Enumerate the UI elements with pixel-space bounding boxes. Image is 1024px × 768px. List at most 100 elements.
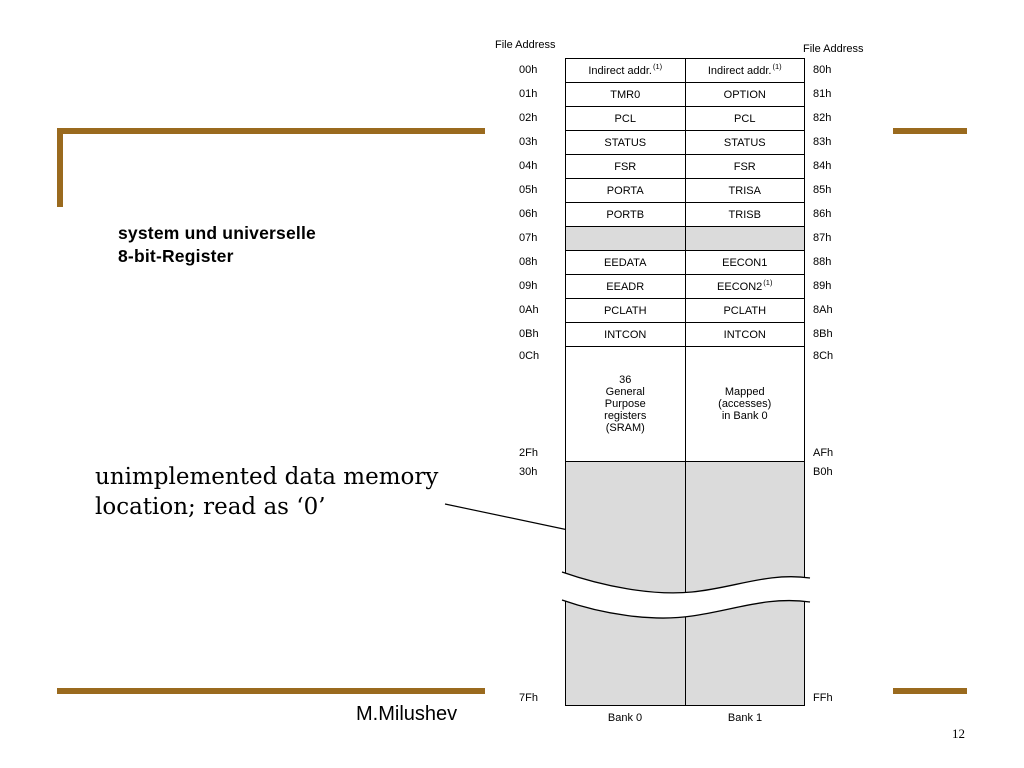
address-label: 81h [813,88,832,100]
continuation-break-wave [561,571,811,619]
register-name: PORTA [606,184,644,197]
decorative-bar-bottom-left [57,688,485,694]
address-label: 8Bh [813,328,833,340]
register-name: PCL [614,112,636,125]
register-name: PORTB [606,208,645,221]
address-label: 02h [519,112,538,124]
address-label: B0h [813,466,833,478]
bank0-cell: Indirect addr. (1) [566,59,686,82]
bank1-cell: STATUS [686,131,805,154]
gpr-text-line: registers [604,410,647,422]
bank0-cell: PORTA [566,179,686,202]
bank1-cell [686,227,805,250]
address-label: 00h [519,64,538,76]
register-row: PORTB TRISB [566,203,804,227]
register-name: EECON2 [717,280,763,293]
register-name: FSR [733,160,756,173]
address-label: 83h [813,136,832,148]
address-label: 30h [519,466,538,478]
address-label: 06h [519,208,538,220]
address-label: 0Ch [519,350,540,362]
address-label: 84h [813,160,832,172]
address-label: 2Fh [519,447,538,459]
gpr-row: 36 General Purpose registers (SRAM) Mapp… [566,347,804,462]
bank1-cell: PCL [686,107,805,130]
gpr-text-line: General [605,386,645,398]
bank0-cell [566,227,686,250]
register-name: TRISA [728,184,761,197]
file-address-label-left: File Address [495,39,556,51]
mapped-text-line: Mapped [724,386,765,398]
register-name: OPTION [723,88,766,101]
bank0-cell: INTCON [566,323,686,346]
address-label: 0Bh [519,328,539,340]
register-row-unimplemented [566,227,804,251]
footnote-superscript: (1) [652,61,663,71]
bank0-cell: PCLATH [566,299,686,322]
register-name: STATUS [723,136,766,149]
register-row: Indirect addr. (1) Indirect addr. (1) [566,59,804,83]
address-label: 82h [813,112,832,124]
register-name: FSR [614,160,637,173]
bank0-cell: TMR0 [566,83,686,106]
register-row: FSR FSR [566,155,804,179]
address-label: 04h [519,160,538,172]
file-address-label-right: File Address [803,43,864,55]
register-name: INTCON [723,328,766,341]
address-label: 89h [813,280,832,292]
register-row: INTCON INTCON [566,323,804,347]
register-row: STATUS STATUS [566,131,804,155]
bank1-cell: INTCON [686,323,805,346]
address-label: 01h [519,88,538,100]
address-label: 08h [519,256,538,268]
bank0-cell: PORTB [566,203,686,226]
mapped-cell: Mapped (accesses) in Bank 0 [686,347,805,461]
register-file-map: File Address File Address 00h 01h 02h 03… [493,36,893,741]
address-label: 8Ah [813,304,833,316]
register-name: PCLATH [603,304,647,317]
register-row: EEDATA EECON1 [566,251,804,275]
address-label: 0Ah [519,304,539,316]
address-label: 05h [519,184,538,196]
register-row: EEADR EECON2 (1) [566,275,804,299]
register-name: TRISB [728,208,761,221]
bank0-cell: FSR [566,155,686,178]
address-label: 8Ch [813,350,834,362]
decorative-bar-top-right [893,128,967,134]
register-name: EEADR [606,280,645,293]
bank0-cell: EEADR [566,275,686,298]
bank-divider-line [684,462,686,705]
bank1-cell: PCLATH [686,299,805,322]
address-label: FFh [813,692,833,704]
footnote-superscript: (1) [772,61,782,71]
register-name: PCL [734,112,756,125]
heading-line-2: 8-bit-Register [118,246,234,266]
bank1-cell: EECON2 (1) [686,275,805,298]
bank1-cell: EECON1 [686,251,805,274]
slide-heading: system und universelle 8-bit-Register [118,222,316,268]
gpr-text-line: 36 [619,374,632,386]
note-line-1: unimplemented data memory [95,464,439,490]
bank1-cell: TRISB [686,203,805,226]
address-label: 7Fh [519,692,538,704]
register-name: Indirect addr. [707,64,772,77]
register-row: TMR0 OPTION [566,83,804,107]
decorative-bar-left-vertical [57,128,63,207]
bank0-cell: STATUS [566,131,686,154]
register-name: TMR0 [610,88,641,101]
register-row: PCL PCL [566,107,804,131]
address-label: AFh [813,447,834,459]
bank1-cell: OPTION [686,83,805,106]
unimplemented-region [561,462,811,705]
mapped-text-line: (accesses) [718,398,772,410]
bank1-cell: TRISA [686,179,805,202]
register-name: PCLATH [723,304,767,317]
register-name: Indirect addr. [588,64,652,77]
decorative-bar-bottom-right [893,688,967,694]
author-name: M.Milushev [356,703,458,725]
footnote-superscript: (1) [763,277,773,287]
bank0-cell: EEDATA [566,251,686,274]
bank1-cell: FSR [686,155,805,178]
address-label: 88h [813,256,832,268]
